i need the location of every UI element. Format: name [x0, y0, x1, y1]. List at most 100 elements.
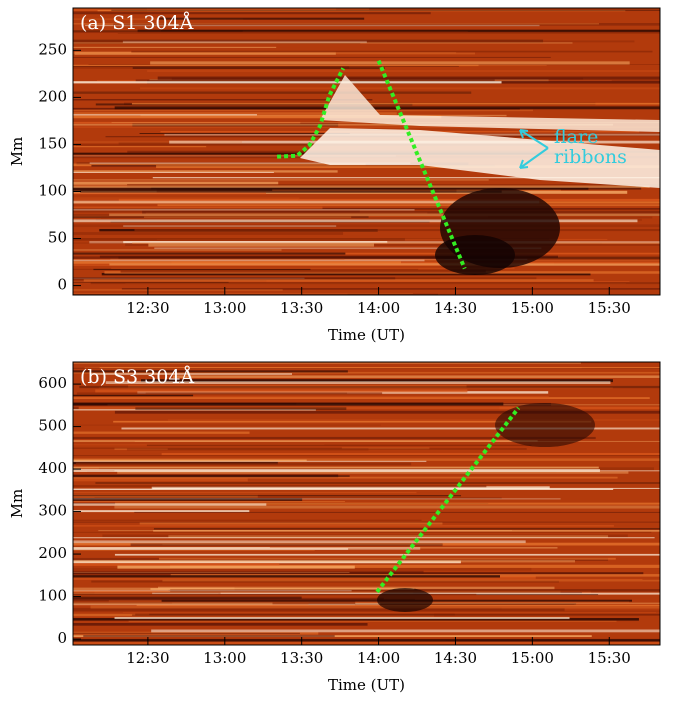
- texture: [73, 431, 250, 434]
- texture: [73, 114, 257, 116]
- annotation: ribbons: [554, 146, 627, 168]
- texture: [73, 46, 277, 48]
- texture: [114, 410, 660, 414]
- y-tick-label: 0: [57, 276, 67, 294]
- annotation: flare: [554, 126, 598, 148]
- texture: [73, 112, 397, 115]
- texture: [130, 543, 443, 547]
- texture: [73, 550, 315, 551]
- texture: [89, 240, 660, 244]
- texture: [73, 567, 532, 571]
- y-tick-label: 500: [38, 417, 67, 435]
- texture: [73, 258, 445, 260]
- texture: [111, 267, 515, 269]
- texture: [162, 579, 660, 582]
- texture: [73, 537, 655, 539]
- texture: [147, 70, 660, 72]
- texture: [73, 440, 538, 442]
- texture: [73, 257, 345, 260]
- texture: [153, 530, 660, 532]
- texture: [73, 618, 639, 621]
- texture: [161, 30, 660, 32]
- texture: [73, 608, 565, 612]
- texture: [114, 505, 660, 509]
- texture: [73, 201, 660, 204]
- texture: [73, 187, 589, 190]
- texture: [73, 188, 273, 191]
- texture: [167, 448, 527, 450]
- texture: [128, 385, 467, 389]
- texture: [135, 407, 347, 410]
- texture: [167, 419, 660, 421]
- texture: [73, 498, 561, 500]
- texture: [153, 527, 660, 530]
- texture: [73, 587, 235, 591]
- texture: [73, 208, 660, 210]
- texture: [73, 590, 414, 594]
- texture: [139, 133, 350, 134]
- texture: [98, 530, 512, 532]
- texture: [73, 469, 600, 473]
- texture: [137, 29, 660, 33]
- y-tick-label: 200: [38, 544, 67, 562]
- texture: [73, 232, 344, 235]
- texture: [73, 488, 614, 491]
- texture: [142, 210, 660, 214]
- texture: [73, 395, 549, 399]
- texture: [122, 612, 657, 613]
- texture: [73, 623, 368, 626]
- texture: [73, 371, 660, 374]
- texture: [90, 605, 660, 609]
- x-tick-label: 13:00: [203, 649, 246, 667]
- texture: [83, 635, 335, 637]
- texture: [73, 476, 618, 479]
- texture: [73, 52, 476, 55]
- x-axis-label: Time (UT): [328, 676, 405, 694]
- texture: [114, 617, 570, 620]
- y-tick-label: 150: [38, 134, 67, 152]
- texture: [73, 65, 459, 67]
- texture: [73, 123, 614, 126]
- texture: [158, 586, 555, 590]
- x-tick-label: 13:30: [280, 299, 323, 317]
- texture: [73, 293, 348, 295]
- texture: [73, 56, 551, 58]
- texture: [73, 570, 424, 574]
- texture: [73, 209, 360, 213]
- texture: [158, 557, 616, 560]
- texture: [73, 592, 221, 594]
- texture: [73, 181, 279, 185]
- texture: [95, 482, 660, 484]
- texture: [73, 485, 487, 488]
- texture: [73, 458, 660, 461]
- texture: [73, 632, 300, 634]
- texture: [97, 10, 626, 12]
- texture: [158, 17, 365, 20]
- texture: [73, 370, 348, 373]
- texture: [89, 162, 411, 164]
- texture: [73, 497, 303, 501]
- texture: [123, 225, 337, 227]
- texture: [73, 597, 384, 601]
- track-line: [276, 67, 345, 159]
- texture: [113, 23, 660, 26]
- dark-region: [377, 588, 433, 612]
- texture: [99, 367, 660, 369]
- texture: [114, 553, 660, 556]
- texture: [73, 52, 457, 54]
- texture: [73, 281, 229, 283]
- texture: [73, 475, 350, 477]
- texture: [73, 563, 280, 566]
- texture: [122, 40, 367, 44]
- texture: [98, 467, 655, 471]
- texture: [73, 367, 660, 369]
- texture: [131, 50, 653, 53]
- dark-region: [495, 403, 595, 447]
- texture: [121, 427, 660, 430]
- texture: [73, 209, 415, 211]
- texture: [134, 511, 660, 514]
- texture: [94, 497, 502, 499]
- texture: [128, 620, 617, 622]
- texture: [73, 397, 650, 399]
- texture: [98, 387, 613, 389]
